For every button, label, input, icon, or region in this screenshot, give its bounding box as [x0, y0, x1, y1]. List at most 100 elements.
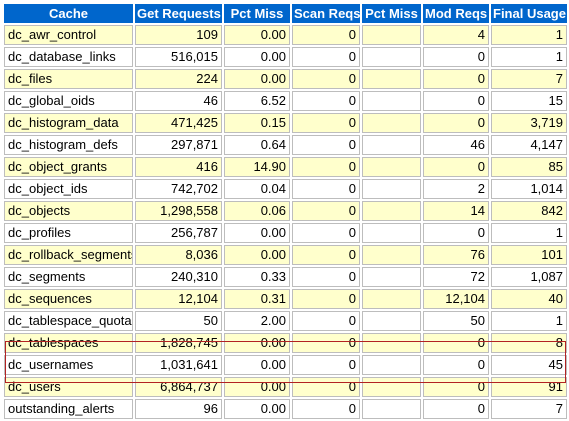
cell-final-usage: 4,147 — [491, 135, 567, 155]
cell-cache: dc_objects — [4, 201, 133, 221]
cell-mod-reqs: 76 — [423, 245, 489, 265]
column-header-pct-miss: Pct Miss — [224, 4, 290, 23]
cell-cache: dc_files — [4, 69, 133, 89]
cell-cache: dc_histogram_data — [4, 113, 133, 133]
cell-final-usage: 1,087 — [491, 267, 567, 287]
cell-scan-pct-miss — [362, 135, 421, 155]
cell-get-requests: 109 — [135, 25, 222, 45]
column-header-scan-pct-miss: Pct Miss — [362, 4, 421, 23]
cell-pct-miss: 0.00 — [224, 25, 290, 45]
cell-mod-reqs: 2 — [423, 179, 489, 199]
table-row: dc_usernames 1,031,641 0.00 0 0 45 — [4, 355, 567, 375]
cell-get-requests: 240,310 — [135, 267, 222, 287]
column-header-scan-reqs: Scan Reqs — [292, 4, 360, 23]
cell-cache: dc_object_grants — [4, 157, 133, 177]
cell-cache: dc_usernames — [4, 355, 133, 375]
table-row: dc_segments 240,310 0.33 0 72 1,087 — [4, 267, 567, 287]
cell-scan-pct-miss — [362, 355, 421, 375]
cell-scan-pct-miss — [362, 113, 421, 133]
cell-cache: dc_tablespaces — [4, 333, 133, 353]
cell-get-requests: 12,104 — [135, 289, 222, 309]
cell-pct-miss: 2.00 — [224, 311, 290, 331]
table-row: dc_objects 1,298,558 0.06 0 14 842 — [4, 201, 567, 221]
cell-scan-reqs: 0 — [292, 399, 360, 419]
cell-get-requests: 1,828,745 — [135, 333, 222, 353]
cell-scan-reqs: 0 — [292, 289, 360, 309]
cell-pct-miss: 0.00 — [224, 69, 290, 89]
cell-pct-miss: 0.00 — [224, 333, 290, 353]
cell-pct-miss: 0.04 — [224, 179, 290, 199]
cell-get-requests: 297,871 — [135, 135, 222, 155]
cell-scan-pct-miss — [362, 267, 421, 287]
cell-scan-pct-miss — [362, 157, 421, 177]
cell-cache: dc_histogram_defs — [4, 135, 133, 155]
cell-mod-reqs: 0 — [423, 91, 489, 111]
cell-mod-reqs: 0 — [423, 399, 489, 419]
cell-get-requests: 1,031,641 — [135, 355, 222, 375]
cell-pct-miss: 0.06 — [224, 201, 290, 221]
cell-scan-reqs: 0 — [292, 157, 360, 177]
cell-mod-reqs: 0 — [423, 223, 489, 243]
cell-mod-reqs: 0 — [423, 377, 489, 397]
cell-final-usage: 842 — [491, 201, 567, 221]
cell-scan-reqs: 0 — [292, 135, 360, 155]
cell-scan-reqs: 0 — [292, 267, 360, 287]
cell-pct-miss: 0.00 — [224, 47, 290, 67]
cell-mod-reqs: 0 — [423, 157, 489, 177]
cell-scan-pct-miss — [362, 289, 421, 309]
cell-scan-pct-miss — [362, 91, 421, 111]
cell-scan-reqs: 0 — [292, 25, 360, 45]
cell-mod-reqs: 4 — [423, 25, 489, 45]
cell-cache: dc_awr_control — [4, 25, 133, 45]
cell-pct-miss: 0.15 — [224, 113, 290, 133]
cell-get-requests: 224 — [135, 69, 222, 89]
table-row: dc_histogram_defs 297,871 0.64 0 46 4,147 — [4, 135, 567, 155]
cell-cache: dc_profiles — [4, 223, 133, 243]
cell-get-requests: 46 — [135, 91, 222, 111]
cell-pct-miss: 14.90 — [224, 157, 290, 177]
cell-get-requests: 8,036 — [135, 245, 222, 265]
column-header-mod-reqs: Mod Reqs — [423, 4, 489, 23]
cell-scan-pct-miss — [362, 223, 421, 243]
cell-get-requests: 516,015 — [135, 47, 222, 67]
cell-scan-reqs: 0 — [292, 47, 360, 67]
cell-cache: dc_sequences — [4, 289, 133, 309]
cell-get-requests: 256,787 — [135, 223, 222, 243]
cell-cache: dc_object_ids — [4, 179, 133, 199]
cell-mod-reqs: 12,104 — [423, 289, 489, 309]
cell-cache: dc_database_links — [4, 47, 133, 67]
header-row: Cache Get Requests Pct Miss Scan Reqs Pc… — [4, 4, 567, 23]
cell-final-usage: 1 — [491, 311, 567, 331]
cell-final-usage: 45 — [491, 355, 567, 375]
cell-mod-reqs: 0 — [423, 113, 489, 133]
cell-final-usage: 40 — [491, 289, 567, 309]
table-row: dc_users 6,864,737 0.00 0 0 91 — [4, 377, 567, 397]
table-row: dc_tablespace_quotas 50 2.00 0 50 1 — [4, 311, 567, 331]
cell-get-requests: 50 — [135, 311, 222, 331]
cell-mod-reqs: 72 — [423, 267, 489, 287]
cell-scan-pct-miss — [362, 201, 421, 221]
cell-cache: dc_tablespace_quotas — [4, 311, 133, 331]
table-row: dc_object_grants 416 14.90 0 0 85 — [4, 157, 567, 177]
cell-cache: outstanding_alerts — [4, 399, 133, 419]
cell-cache: dc_segments — [4, 267, 133, 287]
cell-final-usage: 1 — [491, 223, 567, 243]
cell-final-usage: 15 — [491, 91, 567, 111]
cell-scan-pct-miss — [362, 399, 421, 419]
cell-pct-miss: 0.00 — [224, 245, 290, 265]
cell-mod-reqs: 0 — [423, 47, 489, 67]
cell-scan-pct-miss — [362, 25, 421, 45]
cell-scan-reqs: 0 — [292, 113, 360, 133]
cell-scan-pct-miss — [362, 69, 421, 89]
cell-scan-reqs: 0 — [292, 355, 360, 375]
cell-mod-reqs: 50 — [423, 311, 489, 331]
table-row: dc_profiles 256,787 0.00 0 0 1 — [4, 223, 567, 243]
table-row: dc_object_ids 742,702 0.04 0 2 1,014 — [4, 179, 567, 199]
table-body: dc_awr_control 109 0.00 0 4 1 dc_database_link… — [4, 25, 567, 419]
cell-get-requests: 6,864,737 — [135, 377, 222, 397]
cell-mod-reqs: 0 — [423, 333, 489, 353]
cell-pct-miss: 0.31 — [224, 289, 290, 309]
cell-cache: dc_rollback_segments — [4, 245, 133, 265]
cell-pct-miss: 6.52 — [224, 91, 290, 111]
